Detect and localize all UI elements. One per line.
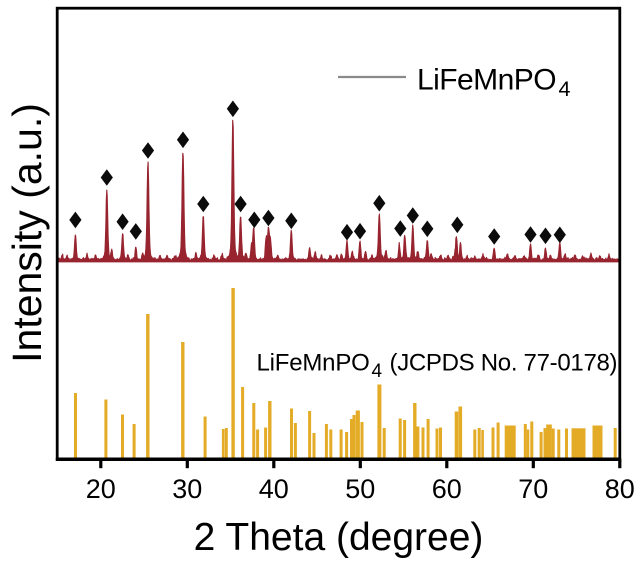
svg-text:(JCPDS No. 77-0178): (JCPDS No. 77-0178) [390,350,618,377]
svg-text:30: 30 [172,474,202,504]
svg-text:4: 4 [372,361,383,382]
svg-text:40: 40 [259,474,289,504]
svg-text:80: 80 [605,474,635,504]
svg-text:70: 70 [518,474,548,504]
svg-text:20: 20 [86,474,116,504]
svg-text:LiFeMnPO: LiFeMnPO [417,64,556,97]
svg-text:60: 60 [432,474,462,504]
svg-text:4: 4 [559,77,571,101]
svg-text:2 Theta (degree): 2 Theta (degree) [194,516,484,559]
svg-text:50: 50 [345,474,375,504]
svg-text:Intensity (a.u.): Intensity (a.u.) [4,103,50,363]
svg-text:LiFeMnPO: LiFeMnPO [257,350,370,377]
